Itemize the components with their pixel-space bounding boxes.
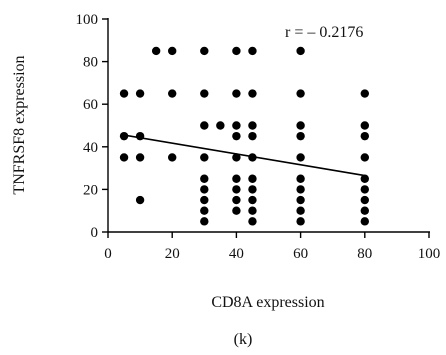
x-tick-label: 0 (104, 246, 112, 262)
data-point (360, 195, 369, 205)
x-tick-label: 80 (357, 246, 372, 262)
data-point (360, 217, 369, 226)
data-point (232, 89, 241, 98)
x-tick-label: 100 (418, 246, 441, 262)
x-tick-label: 20 (165, 246, 180, 262)
trendline-group (123, 134, 365, 177)
data-point (248, 89, 257, 98)
data-point (296, 121, 305, 130)
data-point (248, 46, 257, 56)
data-point (248, 195, 257, 205)
data-point (232, 206, 241, 215)
data-point (248, 185, 257, 194)
x-tick-label: 40 (229, 246, 244, 262)
y-tick-label: 100 (76, 12, 99, 28)
x-axis-title: CD8A expression (211, 294, 324, 311)
y-axis-title: TNFRSF8 expression (11, 55, 28, 194)
data-point (360, 206, 369, 215)
data-point (248, 121, 257, 130)
data-point (232, 153, 241, 162)
data-point (119, 131, 129, 141)
y-tick-label: 20 (83, 182, 98, 198)
data-point (200, 217, 209, 226)
data-points (119, 46, 369, 226)
data-point (200, 121, 209, 130)
data-point (232, 46, 241, 56)
data-point (360, 131, 369, 141)
y-ticks: 0 20 40 60 80 100 (76, 12, 108, 241)
data-point (360, 174, 369, 183)
data-point (119, 89, 129, 98)
data-point (296, 153, 305, 162)
data-point (216, 121, 225, 130)
data-point (119, 153, 129, 162)
data-point (151, 46, 161, 56)
data-point (200, 153, 209, 162)
correlation-annotation: r = – 0.2176 (285, 24, 363, 41)
data-point (168, 89, 177, 98)
axes (107, 18, 430, 233)
data-point (200, 185, 209, 194)
y-tick-label: 60 (83, 97, 98, 113)
x-ticks: 0 20 40 60 80 100 (104, 232, 440, 262)
data-point (360, 153, 369, 162)
data-point (248, 174, 257, 183)
data-point (200, 46, 209, 56)
data-point (248, 131, 257, 141)
data-point (135, 153, 145, 162)
data-point (135, 131, 145, 141)
data-point (232, 121, 241, 130)
trendline (123, 134, 365, 177)
data-point (296, 195, 305, 205)
data-point (168, 153, 177, 162)
data-point (296, 217, 305, 226)
data-point (200, 206, 209, 215)
data-point (168, 46, 177, 56)
data-point (232, 195, 241, 205)
data-point (296, 174, 305, 183)
data-point (296, 206, 305, 215)
data-point (296, 185, 305, 194)
panel-label: (k) (234, 331, 253, 348)
x-tick-label: 60 (293, 246, 308, 262)
y-tick-label: 0 (91, 225, 99, 241)
y-tick-label: 80 (83, 55, 98, 71)
data-point (360, 89, 369, 98)
data-point (248, 206, 257, 215)
y-tick-label: 40 (83, 140, 98, 156)
data-point (200, 174, 209, 183)
data-point (360, 121, 369, 130)
data-point (200, 89, 209, 98)
data-point (296, 89, 305, 98)
data-point (232, 185, 241, 194)
data-point (232, 174, 241, 183)
data-point (296, 131, 305, 141)
data-point (248, 217, 257, 226)
data-point (296, 46, 305, 56)
data-point (232, 131, 241, 141)
data-point (135, 195, 145, 205)
data-point (200, 195, 209, 205)
data-point (360, 185, 369, 194)
data-point (135, 89, 145, 98)
